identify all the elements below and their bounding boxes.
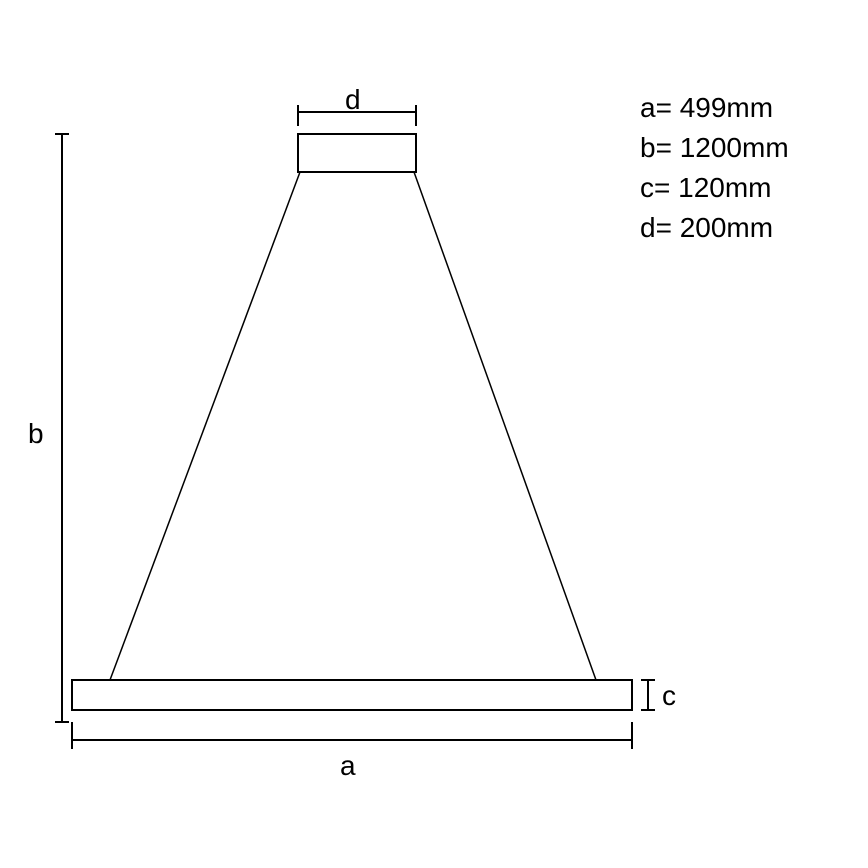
legend-c: c= 120mm	[640, 172, 772, 204]
legend-d: d= 200mm	[640, 212, 773, 244]
dim-c-label: c	[662, 680, 676, 712]
legend-a: a= 499mm	[640, 92, 773, 124]
legend-b: b= 1200mm	[640, 132, 789, 164]
dim-b-label: b	[28, 418, 44, 450]
dim-a-label: a	[340, 750, 356, 782]
diagram-svg	[0, 0, 868, 868]
diagram-container: d b a c a= 499mm b= 1200mm c= 120mm d= 2…	[0, 0, 868, 868]
dim-d-label: d	[345, 84, 361, 116]
